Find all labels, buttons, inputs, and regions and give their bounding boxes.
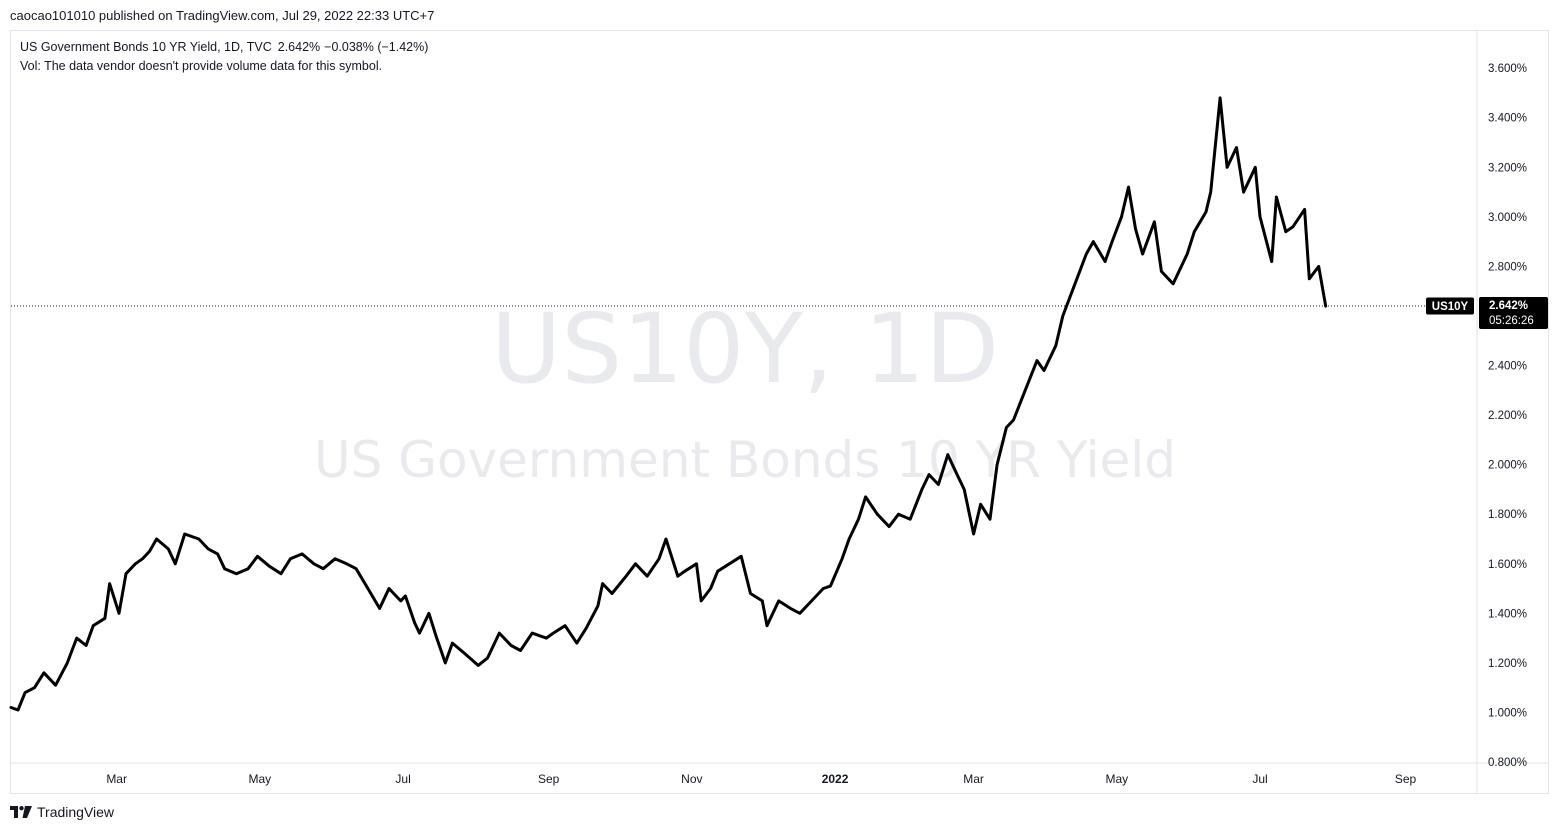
x-tick-label: May [249, 772, 272, 786]
y-tick-label: 2.200% [1488, 410, 1527, 422]
y-tick-label: 2.400% [1488, 361, 1527, 373]
y-tick-label: 3.400% [1488, 113, 1527, 125]
price-label-value: 2.642% [1489, 300, 1528, 312]
symbol-tag [1426, 297, 1474, 315]
x-axis[interactable]: Mar May Jul Sep Nov 2022 Mar May Jul Sep [106, 772, 1416, 786]
chart-frame[interactable] [10, 30, 1549, 794]
y-tick-label: 3.200% [1488, 162, 1527, 174]
tradingview-logo-icon [10, 806, 32, 818]
y-tick-label: 3.000% [1488, 212, 1527, 224]
yield-series-line [9, 96, 1328, 712]
legend-value: 2.642% [277, 40, 321, 54]
y-axis[interactable]: 0.800% 1.000% 1.200% 1.400% 1.600% 1.800% 2.00… [1488, 63, 1527, 769]
price-label [1479, 297, 1548, 330]
y-tick-label: 1.400% [1488, 608, 1527, 620]
x-tick-label: Jul [1252, 772, 1267, 786]
legend-volume-note: Vol: The data vendor doesn't provide vol… [20, 59, 383, 73]
y-tick-label: 0.800% [1488, 757, 1527, 769]
symbol-tag-label: US10Y [1432, 301, 1469, 313]
y-tick-label: 1.000% [1488, 707, 1527, 719]
watermark-ticker: US10Y, 1D [491, 293, 999, 405]
y-tick-label: 3.600% [1488, 63, 1527, 75]
legend-title[interactable]: US Government Bonds 10 YR Yield, 1D, TVC [20, 40, 272, 54]
legend-row-symbol: US Government Bonds 10 YR Yield, 1D, TVC… [20, 38, 428, 57]
y-tick-label: 1.600% [1488, 559, 1527, 571]
legend-change: −0.038% (−1.42%) [324, 40, 429, 54]
x-tick-label: Nov [681, 772, 702, 786]
x-tick-label: May [1105, 772, 1128, 786]
chart-legend: US Government Bonds 10 YR Yield, 1D, TVC… [20, 38, 428, 76]
x-tick-label: Mar [963, 772, 984, 786]
footer-brand-label: TradingView [37, 804, 115, 820]
publish-info: caocao101010 published on TradingView.co… [10, 8, 435, 23]
x-tick-label: Mar [106, 772, 127, 786]
price-marker: US10Y 2.642% 05:26:26 [1426, 297, 1548, 330]
footer-brand[interactable]: TradingView [10, 804, 114, 820]
x-tick-label: Sep [538, 772, 560, 786]
y-tick-label: 1.800% [1488, 509, 1527, 521]
y-tick-label: 2.000% [1488, 460, 1527, 472]
y-tick-label: 2.800% [1488, 261, 1527, 273]
watermark-description: US Government Bonds 10 YR Yield [314, 431, 1176, 489]
x-tick-label: Sep [1395, 772, 1417, 786]
x-tick-label: Jul [395, 772, 410, 786]
y-tick-label: 1.200% [1488, 658, 1527, 670]
x-tick-label: 2022 [822, 772, 849, 786]
bar-countdown: 05:26:26 [1489, 315, 1534, 327]
